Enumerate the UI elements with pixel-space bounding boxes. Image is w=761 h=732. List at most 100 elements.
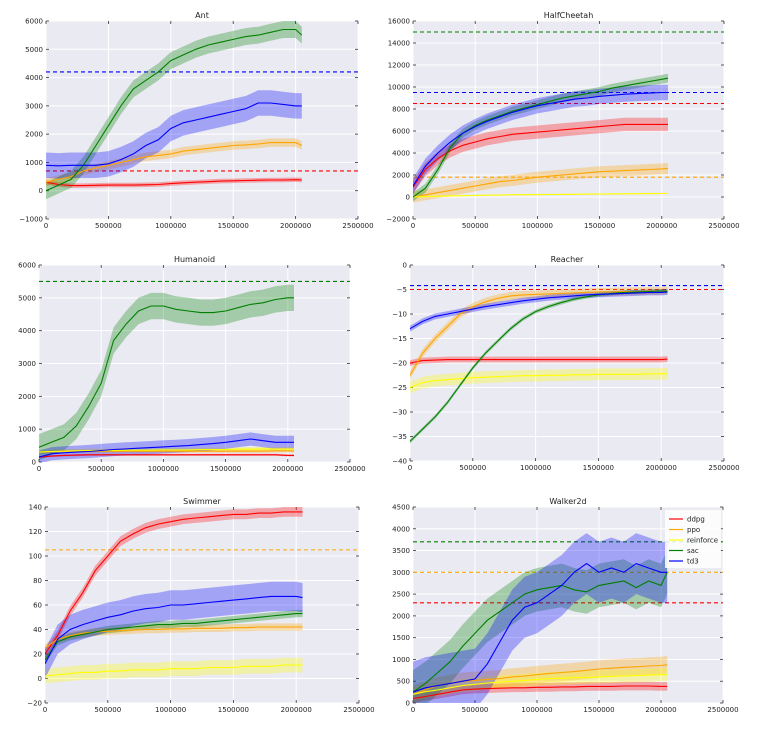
y-tick-label: 1000 [18, 426, 36, 434]
line-ddpg [413, 685, 668, 700]
x-tick-label: 500000 [88, 465, 115, 473]
y-tick-label: 3500 [392, 547, 410, 555]
chart-swimmer: 0 500000 1000000 1500000 2000000 2500000−2002… [27, 497, 374, 714]
band-ddpg [413, 681, 668, 703]
x-tick-label: 1500000 [584, 222, 615, 230]
band-td3 [410, 289, 668, 332]
line-sac [413, 77, 669, 198]
band-reinforce [45, 657, 303, 684]
chart-title: Humanoid [174, 255, 215, 264]
x-tick-label: 0 [44, 222, 48, 230]
line-ppo [45, 626, 303, 649]
y-tick-label: −30 [392, 409, 407, 417]
series-group [45, 507, 359, 684]
band-td3 [413, 84, 668, 194]
chart-reacher: 0 500000 1000000 1500000 2000000 2500000 −40 −3… [392, 255, 739, 472]
y-tick-label: −20 [27, 700, 42, 708]
y-tick-label: 2500 [392, 591, 410, 599]
line-ddpg [413, 123, 668, 188]
x-tick-label: 2000000 [281, 706, 312, 714]
x-tick-label: 2000000 [646, 464, 677, 472]
line-ddpg [39, 454, 294, 458]
y-tick-label: 0 [406, 700, 410, 708]
y-tick-label: 12000 [388, 62, 410, 70]
series-group [410, 285, 724, 444]
y-tick-label: 5000 [18, 294, 36, 302]
line-td3 [39, 438, 294, 458]
series-group [46, 21, 358, 200]
y-tick-label: 3000 [392, 569, 410, 577]
y-tick-label: 6000 [25, 18, 43, 26]
y-tick-label: 4000 [18, 327, 36, 335]
x-tick-label: 500000 [462, 706, 489, 714]
y-tick-label: 2000 [25, 131, 43, 139]
line-ddpg [410, 358, 668, 364]
y-tick-label: 2000 [392, 612, 410, 620]
line-sac [39, 297, 294, 448]
y-tick-label: 1500 [392, 634, 410, 642]
y-tick-label: −25 [392, 384, 407, 392]
y-tick-label: −15 [392, 335, 407, 343]
x-tick-label: 2500000 [707, 706, 738, 714]
panels: 0 500000 1000000 1500000 2000000 2500000−1000… [18, 11, 739, 714]
x-tick-label: 1500000 [583, 464, 614, 472]
line-reinforce [410, 373, 668, 389]
x-tick-label: 2000000 [280, 222, 311, 230]
line-td3 [410, 291, 668, 330]
x-tick-label: 1500000 [218, 222, 249, 230]
x-tick-label: 2500000 [708, 222, 739, 230]
y-tick-label: 8000 [392, 106, 410, 114]
y-tick-label: 20 [33, 651, 42, 659]
x-tick-label: 1000000 [520, 464, 551, 472]
line-ddpg [46, 179, 302, 187]
band-td3 [45, 581, 303, 679]
line-sac [46, 28, 303, 192]
band-ppo [413, 162, 668, 203]
y-tick-label: 3000 [25, 102, 43, 110]
chart-title: Walker2d [549, 497, 586, 506]
chart-title: Ant [195, 11, 209, 20]
chart-title: HalfCheetah [544, 11, 594, 20]
y-tick-label: 60 [33, 602, 42, 610]
x-tick-label: 0 [43, 706, 47, 714]
x-tick-label: 1000000 [522, 222, 553, 230]
line-reinforce [45, 664, 303, 677]
series-group [39, 280, 350, 462]
line-sac [413, 572, 668, 693]
x-tick-label: 500000 [94, 706, 121, 714]
y-tick-label: 3000 [18, 360, 36, 368]
y-tick-label: 500 [397, 678, 410, 686]
line-td3 [46, 102, 302, 167]
x-tick-label: 1500000 [218, 706, 249, 714]
x-tick-label: 500000 [95, 222, 122, 230]
chart-title: Reacher [551, 255, 584, 264]
y-tick-label: −2000 [386, 216, 410, 224]
y-tick-label: 2000 [392, 172, 410, 180]
line-ppo [46, 142, 303, 183]
y-tick-label: −35 [392, 433, 407, 441]
line-reinforce [39, 448, 294, 453]
x-tick-label: 1500000 [210, 465, 241, 473]
band-sac [39, 284, 294, 461]
plot-area [46, 21, 358, 219]
chart-walker2d: 0 500000 1000000 1500000 2000000 2500000 0 500 1… [392, 497, 738, 714]
chart-title: Swimmer [183, 497, 221, 506]
chart-humanoid: 0 500000 1000000 1500000 2000000 2500000 0 1000… [18, 255, 365, 473]
line-td3 [413, 91, 668, 187]
y-tick-label: 4000 [392, 150, 410, 158]
y-tick-label: 14000 [388, 40, 410, 48]
x-tick-label: 2000000 [272, 465, 303, 473]
y-tick-label: −20 [392, 360, 407, 368]
legend-box [665, 510, 721, 568]
legend-label-ddpg: ddpg [687, 516, 705, 524]
x-tick-label: 1000000 [155, 706, 186, 714]
legend: ddpg ppo reinforce sac td3 [665, 510, 721, 568]
x-tick-label: 2500000 [343, 706, 374, 714]
line-ppo [410, 289, 668, 376]
band-ddpg [413, 117, 668, 194]
x-tick-label: 1000000 [521, 706, 552, 714]
legend-label-sac: sac [687, 547, 699, 555]
band-sac [413, 73, 668, 202]
y-tick-label: 4000 [392, 525, 410, 533]
